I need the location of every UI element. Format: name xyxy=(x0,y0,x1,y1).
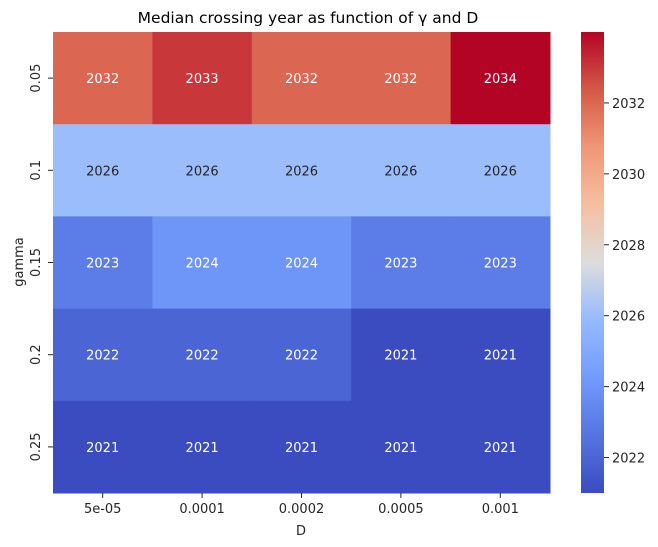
cell-value-label: 2026 xyxy=(285,164,318,179)
colorbar-gradient xyxy=(581,32,604,493)
heatmap-cell xyxy=(53,400,153,494)
cell-value-label: 2024 xyxy=(186,257,219,272)
x-tick-label: 5e-05 xyxy=(84,502,122,517)
heatmap-cell xyxy=(53,32,153,125)
y-tick-label: 0.25 xyxy=(29,432,44,461)
heatmap-cell xyxy=(251,216,352,310)
x-tick-label: 0.0001 xyxy=(179,502,225,517)
cell-value-label: 2023 xyxy=(86,257,119,272)
cell-value-label: 2021 xyxy=(285,441,318,456)
cell-value-label: 2033 xyxy=(186,72,219,87)
heatmap-cell xyxy=(450,308,551,402)
heatmap-cell xyxy=(251,124,352,217)
colorbar-tick-label: 2024 xyxy=(612,381,645,396)
heatmap-cell xyxy=(152,308,253,402)
x-tick-label: 0.001 xyxy=(482,502,519,517)
cell-value-label: 2026 xyxy=(484,164,517,179)
cell-value-label: 2023 xyxy=(384,257,417,272)
cell-value-label: 2032 xyxy=(86,72,119,87)
chart-title: Median crossing year as function of γ an… xyxy=(138,9,479,27)
heatmap-cell xyxy=(251,32,352,125)
cell-value-label: 2021 xyxy=(384,349,417,364)
cell-value-label: 2022 xyxy=(86,349,119,364)
colorbar-tick-label: 2032 xyxy=(612,97,645,112)
cell-value-label: 2023 xyxy=(484,257,517,272)
heatmap-cell xyxy=(351,308,452,402)
heatmap-cell xyxy=(251,400,352,494)
colorbar-tick-label: 2030 xyxy=(612,168,645,183)
cell-value-label: 2021 xyxy=(186,441,219,456)
colorbar-tick-label: 2026 xyxy=(612,310,645,325)
x-tick-label: 0.0005 xyxy=(378,502,424,517)
heatmap-cell xyxy=(351,216,452,310)
cell-value-label: 2024 xyxy=(285,257,318,272)
heatmap-cell xyxy=(53,124,153,217)
y-tick-label: 0.15 xyxy=(29,248,44,277)
x-tick-label: 0.0002 xyxy=(279,502,325,517)
heatmap-cell xyxy=(53,308,153,402)
cell-value-label: 2021 xyxy=(484,441,517,456)
heatmap-cell xyxy=(152,216,253,310)
heatmap-cell xyxy=(450,124,551,217)
y-axis-label: gamma xyxy=(12,237,27,287)
cell-value-label: 2026 xyxy=(186,164,219,179)
cell-value-label: 2021 xyxy=(484,349,517,364)
y-tick-label: 0.05 xyxy=(29,64,44,93)
colorbar: 2022 2024 2026 2028 2030 2032 xyxy=(581,32,645,493)
heatmap-cell xyxy=(351,400,452,494)
cell-value-label: 2026 xyxy=(86,164,119,179)
heatmap-cell xyxy=(351,124,452,217)
heatmap-cell xyxy=(351,32,452,125)
y-tick-label: 0.1 xyxy=(29,160,44,181)
heatmap-cell xyxy=(152,124,253,217)
y-tick-label: 0.2 xyxy=(29,344,44,365)
y-axis-ticks: 0.05 0.1 0.15 0.2 0.25 xyxy=(29,64,53,461)
heatmap-cell xyxy=(152,400,253,494)
heatmap-cell xyxy=(53,216,153,310)
cell-value-label: 2021 xyxy=(86,441,119,456)
x-axis-label: D xyxy=(296,524,306,539)
cell-value-label: 2022 xyxy=(285,349,318,364)
cell-value-label: 2021 xyxy=(384,441,417,456)
colorbar-tick-label: 2028 xyxy=(612,239,645,254)
heatmap-cell xyxy=(251,308,352,402)
heatmap-cell xyxy=(450,400,551,494)
heatmap-cell xyxy=(450,216,551,310)
cell-value-label: 2026 xyxy=(384,164,417,179)
cell-value-label: 2032 xyxy=(285,72,318,87)
heatmap-cell xyxy=(152,32,253,125)
cell-value-label: 2034 xyxy=(484,72,517,87)
heatmap-cells: 2032 2033 2032 2032 2034 2026 2026 2026 2026 2026… xyxy=(53,32,551,494)
colorbar-tick-label: 2022 xyxy=(612,452,645,467)
cell-value-label: 2032 xyxy=(384,72,417,87)
heatmap-cell xyxy=(450,32,551,125)
x-axis-ticks: 5e-05 0.0001 0.0002 0.0005 0.001 xyxy=(84,493,519,517)
cell-value-label: 2022 xyxy=(186,349,219,364)
